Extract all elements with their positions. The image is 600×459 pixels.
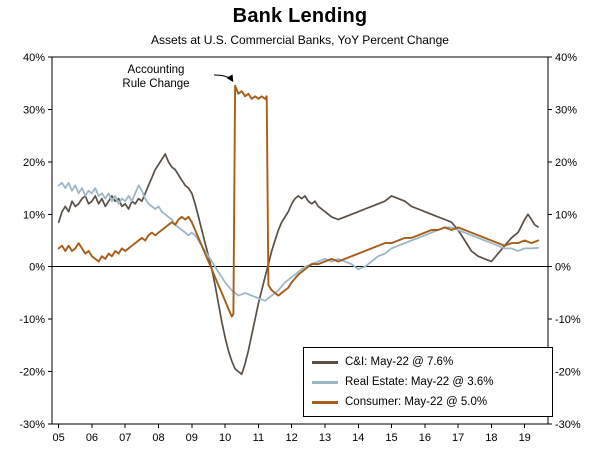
legend: C&I: May-22 @ 7.6% Real Estate: May-22 @… xyxy=(303,347,553,417)
legend-item-real-estate: Real Estate: May-22 @ 3.6% xyxy=(312,373,544,391)
ci-line-swatch xyxy=(312,360,338,364)
y-axis-label-left: 0% xyxy=(29,262,45,274)
y-axis-label-right: 10% xyxy=(555,209,577,221)
x-axis-label: 09 xyxy=(186,432,198,444)
y-axis-label-left: -20% xyxy=(19,367,45,379)
y-axis-label-right: -20% xyxy=(555,367,581,379)
series-line-c-i xyxy=(57,153,539,376)
x-axis-label: 13 xyxy=(319,432,331,444)
real-estate-line-swatch xyxy=(312,380,338,384)
x-axis-label: 08 xyxy=(152,432,164,444)
y-axis-label-right: 0% xyxy=(555,262,571,274)
legend-label-ci: C&I: May-22 @ 7.6% xyxy=(345,356,454,368)
x-axis-label: 15 xyxy=(385,432,397,444)
annotation-line-1: Accounting xyxy=(127,64,185,76)
page-title: Bank Lending xyxy=(232,5,368,27)
y-axis-label-left: 10% xyxy=(23,209,45,221)
x-axis-label: 05 xyxy=(53,432,65,444)
y-axis-label-right: 40% xyxy=(555,52,577,64)
consumer-line-swatch xyxy=(312,400,338,404)
series-line-consumer xyxy=(57,84,539,318)
plot-border xyxy=(51,56,549,425)
y-axis-label-left: 30% xyxy=(23,104,45,116)
legend-label-consumer: Consumer: May-22 @ 5.0% xyxy=(345,396,488,408)
y-axis-label-right: 20% xyxy=(555,157,577,169)
x-axis-label: 19 xyxy=(519,432,531,444)
x-axis-label: 11 xyxy=(253,432,264,444)
y-axis-label-right: 30% xyxy=(555,104,577,116)
y-axis-label-right: -30% xyxy=(555,419,581,431)
x-axis-label: 06 xyxy=(86,432,98,444)
x-axis-label: 07 xyxy=(119,432,131,444)
x-axis-label: 17 xyxy=(452,432,464,444)
annotation-line-2: Rule Change xyxy=(122,78,190,90)
annotation-accounting-rule-change: Accounting Rule Change xyxy=(100,63,212,91)
legend-label-real-estate: Real Estate: May-22 @ 3.6% xyxy=(345,376,494,388)
annotation-arrow xyxy=(213,74,234,83)
legend-item-ci: C&I: May-22 @ 7.6% xyxy=(312,353,544,371)
x-axis-label: 18 xyxy=(485,432,497,444)
chart-subtitle: Assets at U.S. Commercial Banks, YoY Per… xyxy=(151,33,449,47)
x-axis-label: 14 xyxy=(352,432,364,444)
y-axis-label-left: 20% xyxy=(23,157,45,169)
y-axis-label-left: 40% xyxy=(23,52,45,64)
y-axis-label-left: -30% xyxy=(19,419,45,431)
legend-item-consumer: Consumer: May-22 @ 5.0% xyxy=(312,393,544,411)
series-line-real-estate xyxy=(57,181,539,302)
y-axis-label-right: -10% xyxy=(555,314,581,326)
x-axis-label: 12 xyxy=(286,432,298,444)
x-axis-label: 16 xyxy=(419,432,431,444)
x-axis-label: 10 xyxy=(219,432,231,444)
y-axis-label-left: -10% xyxy=(19,314,45,326)
